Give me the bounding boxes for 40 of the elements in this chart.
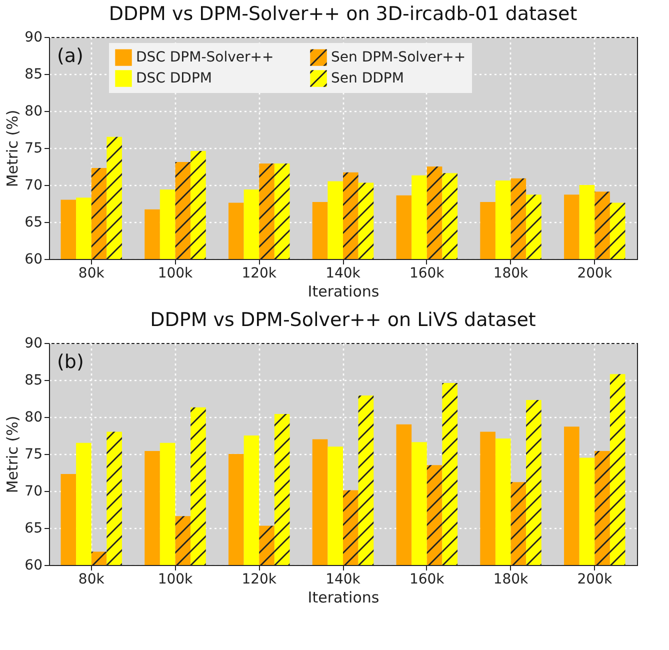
x-tick-label: 120k: [242, 266, 278, 282]
x-tick-label: 120k: [242, 572, 278, 588]
y-tick-label: 65: [24, 214, 42, 230]
x-tick-label: 100k: [158, 572, 194, 588]
legend-label: DSC DPM-Solver++: [136, 50, 274, 66]
x-tick-label: 80k: [78, 266, 106, 282]
x-tick-label: 140k: [326, 572, 362, 588]
annotation: (b): [57, 351, 84, 373]
chart-title: DDPM vs DPM-Solver++ on LiVS dataset: [150, 309, 536, 331]
x-tick-label: 160k: [409, 266, 446, 282]
y-tick-label: 75: [24, 446, 42, 462]
y-tick-label: 90: [24, 30, 42, 46]
y-tick-label: 80: [24, 104, 42, 120]
x-tick-label: 100k: [158, 266, 194, 282]
y-tick-label: 85: [24, 66, 42, 82]
x-tick-label: 140k: [326, 266, 362, 282]
legend-label: Sen DDPM: [331, 70, 404, 86]
y-tick-label: 85: [24, 372, 42, 388]
y-axis-title: Metric (%): [4, 110, 22, 188]
y-tick-label: 70: [24, 484, 42, 500]
x-tick-label: 180k: [493, 266, 530, 282]
y-tick-label: 70: [24, 178, 42, 194]
y-tick-label: 80: [24, 410, 42, 426]
legend-label: Sen DPM-Solver++: [331, 50, 466, 66]
y-tick-label: 60: [24, 252, 42, 268]
chart-title: DDPM vs DPM-Solver++ on 3D-ircadb-01 dataset: [108, 3, 578, 25]
x-tick-label: 200k: [577, 572, 613, 588]
y-axis-title: Metric (%): [4, 416, 22, 494]
y-tick-label: 60: [24, 558, 42, 574]
y-tick-label: 90: [24, 336, 42, 352]
legend-label: DSC DDPM: [136, 70, 212, 86]
y-tick-label: 65: [24, 520, 42, 536]
x-tick-label: 180k: [493, 572, 530, 588]
annotation: (a): [57, 45, 84, 67]
y-tick-label: 75: [24, 140, 42, 156]
x-tick-label: 200k: [577, 266, 613, 282]
x-axis-title: Iterations: [308, 282, 380, 300]
x-tick-label: 80k: [78, 572, 106, 588]
x-axis-title: Iterations: [308, 588, 380, 606]
x-tick-label: 160k: [409, 572, 446, 588]
